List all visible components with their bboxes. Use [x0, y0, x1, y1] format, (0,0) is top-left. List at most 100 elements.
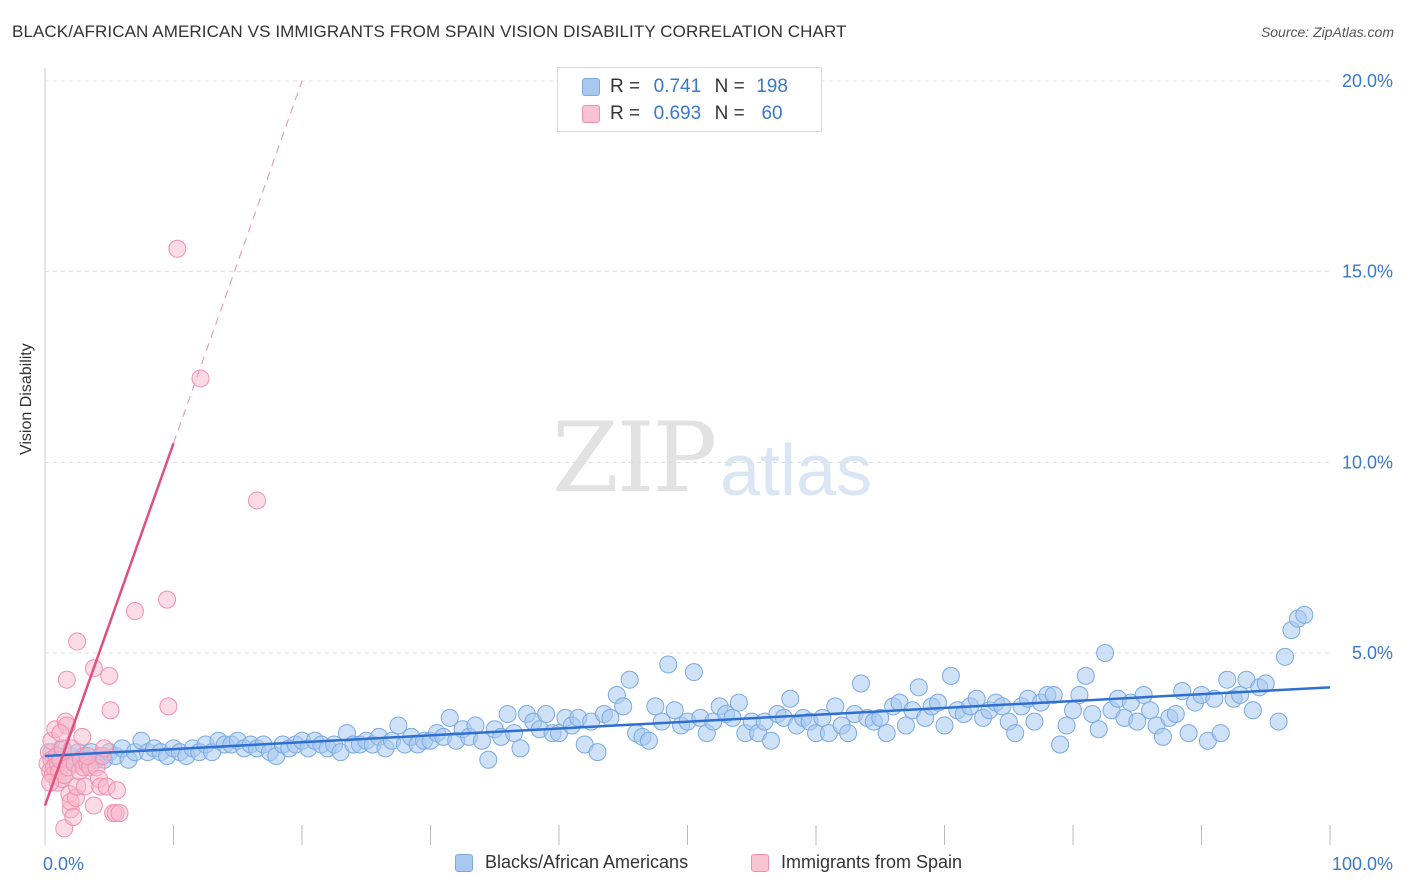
data-point-blacks — [1295, 605, 1314, 624]
data-point-spain — [125, 602, 144, 621]
data-point-blacks — [1096, 644, 1115, 662]
data-point-blacks — [1064, 701, 1082, 720]
trend-line-spain-extension — [172, 80, 303, 444]
y-tick-label: 20.0% — [1342, 71, 1393, 91]
data-point-blacks — [1141, 701, 1160, 720]
data-point-blacks — [1044, 685, 1063, 704]
data-point-blacks — [639, 731, 658, 750]
y-tick-label: 15.0% — [1342, 262, 1393, 282]
x-tick-label: 100.0% — [1332, 854, 1393, 874]
y-tick-label: 5.0% — [1352, 643, 1393, 663]
data-point-blacks — [941, 666, 960, 685]
y-axis-label: Vision Disability — [18, 343, 35, 455]
data-point-blacks — [1025, 712, 1044, 731]
data-point-blacks — [479, 750, 498, 769]
data-point-blacks — [935, 716, 954, 735]
legend-r-value: 0.741 — [653, 76, 702, 97]
data-point-blacks — [851, 674, 870, 693]
data-point-blacks — [1076, 666, 1095, 685]
data-point-blacks — [1089, 720, 1108, 739]
data-point-blacks — [1057, 716, 1076, 735]
data-point-blacks — [1128, 712, 1147, 731]
data-point-spain — [68, 632, 87, 651]
data-point-spain — [73, 727, 92, 746]
data-point-spain — [158, 590, 177, 609]
data-point-blacks — [1153, 727, 1172, 746]
data-point-spain — [78, 746, 97, 765]
data-point-blacks — [1179, 724, 1198, 743]
blue-swatch-icon — [582, 78, 600, 96]
stats-legend: R = 0.741 N = 198 R = 0.693 N = 60 — [557, 67, 822, 132]
data-point-blacks — [871, 708, 890, 727]
data-point-spain — [191, 369, 210, 388]
pink-swatch-icon — [582, 105, 600, 123]
legend-label-blacks: Blacks/African Americans — [485, 852, 689, 872]
data-point-blacks — [1051, 735, 1070, 754]
data-point-blacks — [498, 705, 517, 724]
data-point-blacks — [762, 731, 781, 750]
data-point-blacks — [1231, 685, 1250, 704]
data-point-blacks — [1243, 701, 1262, 720]
data-point-blacks — [537, 705, 556, 724]
watermark-zip: ZIP — [552, 402, 717, 514]
data-point-blacks — [665, 701, 684, 720]
blue-swatch-icon — [455, 853, 473, 872]
data-point-spain — [110, 804, 129, 823]
x-tick-label: 0.0% — [43, 854, 84, 874]
data-point-blacks — [505, 724, 524, 743]
data-point-blacks — [620, 670, 639, 689]
trend-line-spain — [43, 442, 175, 806]
legend-n-label: N = — [714, 103, 745, 124]
data-point-blacks — [1211, 724, 1230, 743]
data-point-blacks — [909, 678, 928, 697]
data-point-spain — [168, 239, 187, 258]
legend-item-spain: Immigrants from Spain — [751, 852, 962, 873]
data-point-spain — [84, 796, 103, 815]
legend-n-value: 198 — [756, 76, 788, 97]
data-point-blacks — [839, 724, 858, 743]
bottom-legend: Blacks/African Americans Immigrants from… — [0, 852, 1406, 876]
data-point-blacks — [1218, 670, 1237, 689]
pink-swatch-icon — [751, 853, 769, 872]
data-point-blacks — [684, 663, 703, 682]
data-point-blacks — [646, 697, 665, 716]
source-label: Source: ZipAtlas.com — [1260, 24, 1394, 40]
data-point-spain — [159, 697, 178, 716]
data-point-blacks — [1166, 705, 1185, 724]
legend-r-label: R = — [610, 103, 641, 124]
data-point-blacks — [614, 697, 633, 716]
data-point-blacks — [896, 716, 915, 735]
legend-row-spain: R = 0.693 N = 60 — [582, 103, 794, 125]
legend-n-value: 60 — [761, 103, 783, 124]
data-point-spain — [107, 781, 126, 800]
data-point-spain — [51, 724, 70, 743]
chart-title: BLACK/AFRICAN AMERICAN VS IMMIGRANTS FRO… — [12, 22, 847, 41]
legend-item-blacks: Blacks/African Americans — [455, 852, 688, 873]
legend-r-label: R = — [610, 76, 641, 97]
trend-line-blacks — [44, 686, 1331, 758]
data-point-blacks — [1276, 647, 1295, 666]
data-point-blacks — [877, 724, 896, 743]
data-point-blacks — [781, 689, 800, 708]
watermark-atlas: atlas — [720, 431, 873, 511]
data-point-blacks — [1083, 705, 1102, 724]
data-point-blacks — [659, 655, 678, 674]
data-point-blacks — [1256, 674, 1275, 693]
data-point-blacks — [1134, 685, 1153, 704]
legend-n-label: N = — [714, 76, 745, 97]
data-point-blacks — [1006, 724, 1025, 743]
data-point-spain — [64, 807, 83, 826]
data-point-blacks — [389, 716, 408, 735]
data-point-blacks — [588, 743, 607, 762]
data-point-spain — [57, 670, 76, 689]
legend-row-blacks: R = 0.741 N = 198 — [582, 76, 794, 98]
data-point-blacks — [440, 708, 459, 727]
data-point-blacks — [511, 739, 530, 758]
data-point-blacks — [1070, 685, 1089, 704]
legend-r-value: 0.693 — [653, 103, 702, 124]
data-point-spain — [101, 701, 120, 720]
data-point-spain — [248, 491, 267, 510]
y-tick-label: 10.0% — [1342, 452, 1393, 472]
data-point-blacks — [1269, 712, 1288, 731]
